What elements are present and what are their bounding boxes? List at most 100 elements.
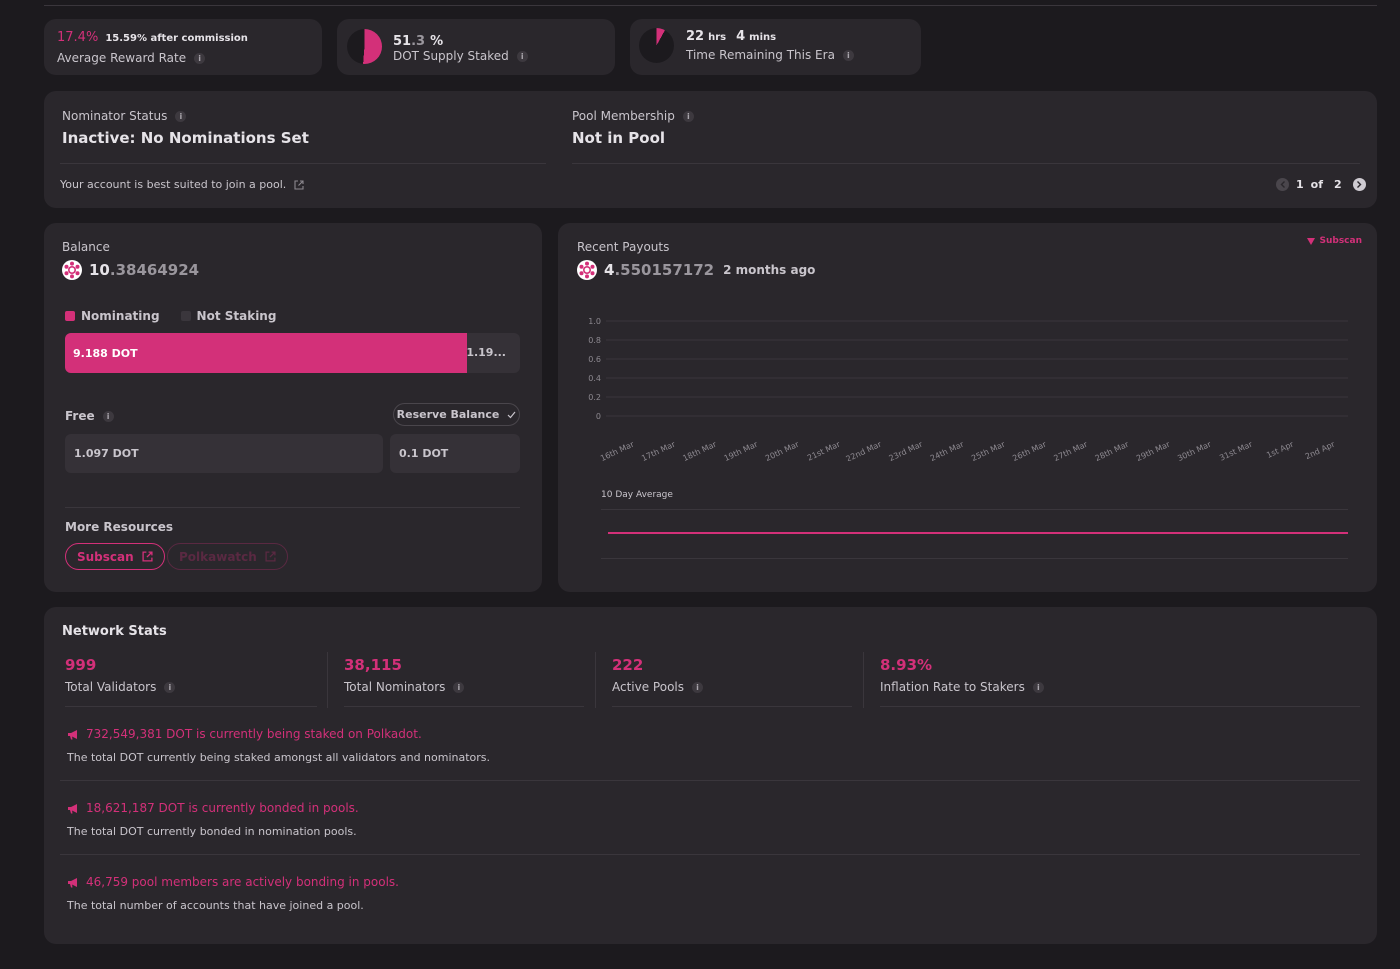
supply-unit: % (430, 34, 444, 49)
network-note: 732,549,381 DOT is currently being stake… (67, 727, 490, 764)
y-tick-label: 0.8 (588, 336, 601, 345)
x-tick-label: 16th Mar (599, 439, 636, 461)
legend-not-staking-label: Not Staking (196, 309, 277, 323)
subscan-link-button[interactable]: Subscan (65, 543, 165, 570)
subscan-payouts-label: Subscan (1319, 236, 1362, 246)
more-resources-title: More Resources (65, 520, 174, 534)
pager-prev-button[interactable] (1276, 178, 1289, 191)
divider (572, 163, 1360, 164)
check-icon (507, 411, 516, 418)
divider (60, 163, 546, 164)
reward-rate-card: 17.4% 15.59% after commission Average Re… (44, 19, 322, 75)
supply-value-main: 51 (393, 34, 412, 49)
x-tick-label: 2nd Apr (1304, 439, 1337, 461)
network-stats-card: Network Stats 999 Total Validators i 38,11… (44, 607, 1377, 944)
info-icon[interactable]: i (175, 111, 187, 122)
reserve-balance-field: 0.1 DOT (390, 434, 520, 473)
divider (595, 652, 596, 708)
y-tick-label: 0.2 (588, 393, 601, 402)
megaphone-icon (68, 877, 77, 887)
network-stat: 999 Total Validators i (65, 656, 176, 694)
free-label: Free (65, 409, 95, 423)
x-tick-label: 26th Mar (1011, 439, 1048, 461)
network-stat-label: Active Pools (612, 680, 685, 694)
free-balance-value: 1.097 DOT (74, 447, 139, 460)
supply-value-frac: .3 (411, 34, 426, 49)
y-tick-label: 0.4 (588, 374, 601, 383)
era-mins-unit: mins (749, 32, 777, 43)
payout-amount-int: 4 (604, 261, 615, 279)
network-stat-value: 8.93% (880, 656, 933, 674)
balance-bar: 9.188 DOT 1.19... (65, 333, 520, 373)
nominator-status-value: Inactive: No Nominations Set (62, 129, 309, 147)
reserve-balance-value: 0.1 DOT (399, 447, 449, 460)
divider (60, 780, 1360, 781)
x-tick-label: 27th Mar (1052, 439, 1089, 461)
balance-title: Balance (62, 240, 110, 254)
era-time-card: 22 hrs 4 mins Time Remaining This Era i (630, 19, 921, 75)
y-tick-label: 0.6 (588, 355, 601, 364)
polkadot-logo-icon (577, 260, 597, 280)
pager-total: 2 (1334, 178, 1342, 191)
info-icon[interactable]: i (164, 682, 176, 693)
x-tick-label: 21st Mar (806, 439, 842, 461)
reward-rate-value: 17.4% (57, 30, 99, 45)
reserve-balance-button[interactable]: Reserve Balance (393, 403, 520, 426)
network-note-title: 732,549,381 DOT is currently being stake… (86, 727, 422, 741)
legend-nominating-swatch (65, 311, 75, 321)
x-tick-label: 24th Mar (929, 439, 966, 461)
supply-label: DOT Supply Staked (393, 49, 509, 63)
info-icon[interactable]: i (194, 53, 206, 64)
x-tick-label: 25th Mar (970, 439, 1007, 461)
divider (65, 706, 317, 707)
network-stat-value: 999 (65, 656, 97, 674)
polkawatch-link-label: Polkawatch (179, 549, 257, 564)
ten-day-average-line (608, 532, 1348, 534)
divider (880, 706, 1360, 707)
top-divider (44, 5, 1377, 6)
info-icon[interactable]: i (682, 111, 694, 122)
network-stat: 8.93% Inflation Rate to Stakers i (880, 656, 1044, 694)
legend-nominating-label: Nominating (81, 309, 160, 323)
network-note-title: 18,621,187 DOT is currently bonded in po… (86, 801, 359, 815)
era-hours: 22 (686, 29, 705, 44)
divider (60, 854, 1360, 855)
x-tick-label: 29th Mar (1135, 439, 1172, 461)
divider (863, 652, 864, 708)
subscan-payouts-link[interactable]: Subscan (1307, 236, 1362, 246)
pager-next-button[interactable] (1352, 178, 1366, 191)
pool-membership-title: Pool Membership (572, 109, 675, 123)
x-tick-label: 28th Mar (1094, 439, 1131, 461)
divider (327, 652, 328, 708)
polkadot-logo-icon (62, 260, 82, 280)
external-link-icon (142, 551, 153, 562)
network-stat: 222 Active Pools i (612, 656, 704, 694)
subscan-link-label: Subscan (77, 549, 134, 564)
network-note-title: 46,759 pool members are actively bonding… (86, 875, 399, 889)
status-card: Nominator Status i Inactive: No Nominatio… (44, 91, 1377, 208)
recent-payouts-title: Recent Payouts (577, 240, 670, 254)
pager-of: of (1310, 178, 1323, 191)
recent-payouts-card: Recent Payouts Subscan 4.550157172 2 mon… (558, 223, 1377, 592)
megaphone-icon (68, 729, 77, 739)
y-tick-label: 1.0 (588, 317, 601, 326)
info-icon[interactable]: i (692, 682, 704, 693)
network-stat-value: 222 (612, 656, 644, 674)
pager-current: 1 (1296, 178, 1304, 191)
megaphone-icon (68, 803, 77, 813)
divider (65, 507, 520, 508)
pool-suggestion-text: Your account is best suited to join a po… (60, 178, 287, 191)
info-icon[interactable]: i (842, 50, 854, 61)
info-icon[interactable]: i (1032, 682, 1044, 693)
info-icon[interactable]: i (102, 411, 114, 422)
chevron-left-icon (1280, 181, 1285, 188)
balance-amount-dec: .38464924 (109, 261, 200, 279)
chevron-right-icon (1357, 181, 1362, 188)
external-link-icon[interactable] (294, 179, 304, 190)
info-icon[interactable]: i (516, 51, 528, 62)
polkawatch-link-button[interactable]: Polkawatch (167, 543, 288, 570)
x-tick-label: 19th Mar (723, 439, 760, 461)
info-icon[interactable]: i (453, 682, 465, 693)
x-tick-label: 22nd Mar (845, 439, 884, 461)
network-stat-label: Total Validators (65, 680, 157, 694)
